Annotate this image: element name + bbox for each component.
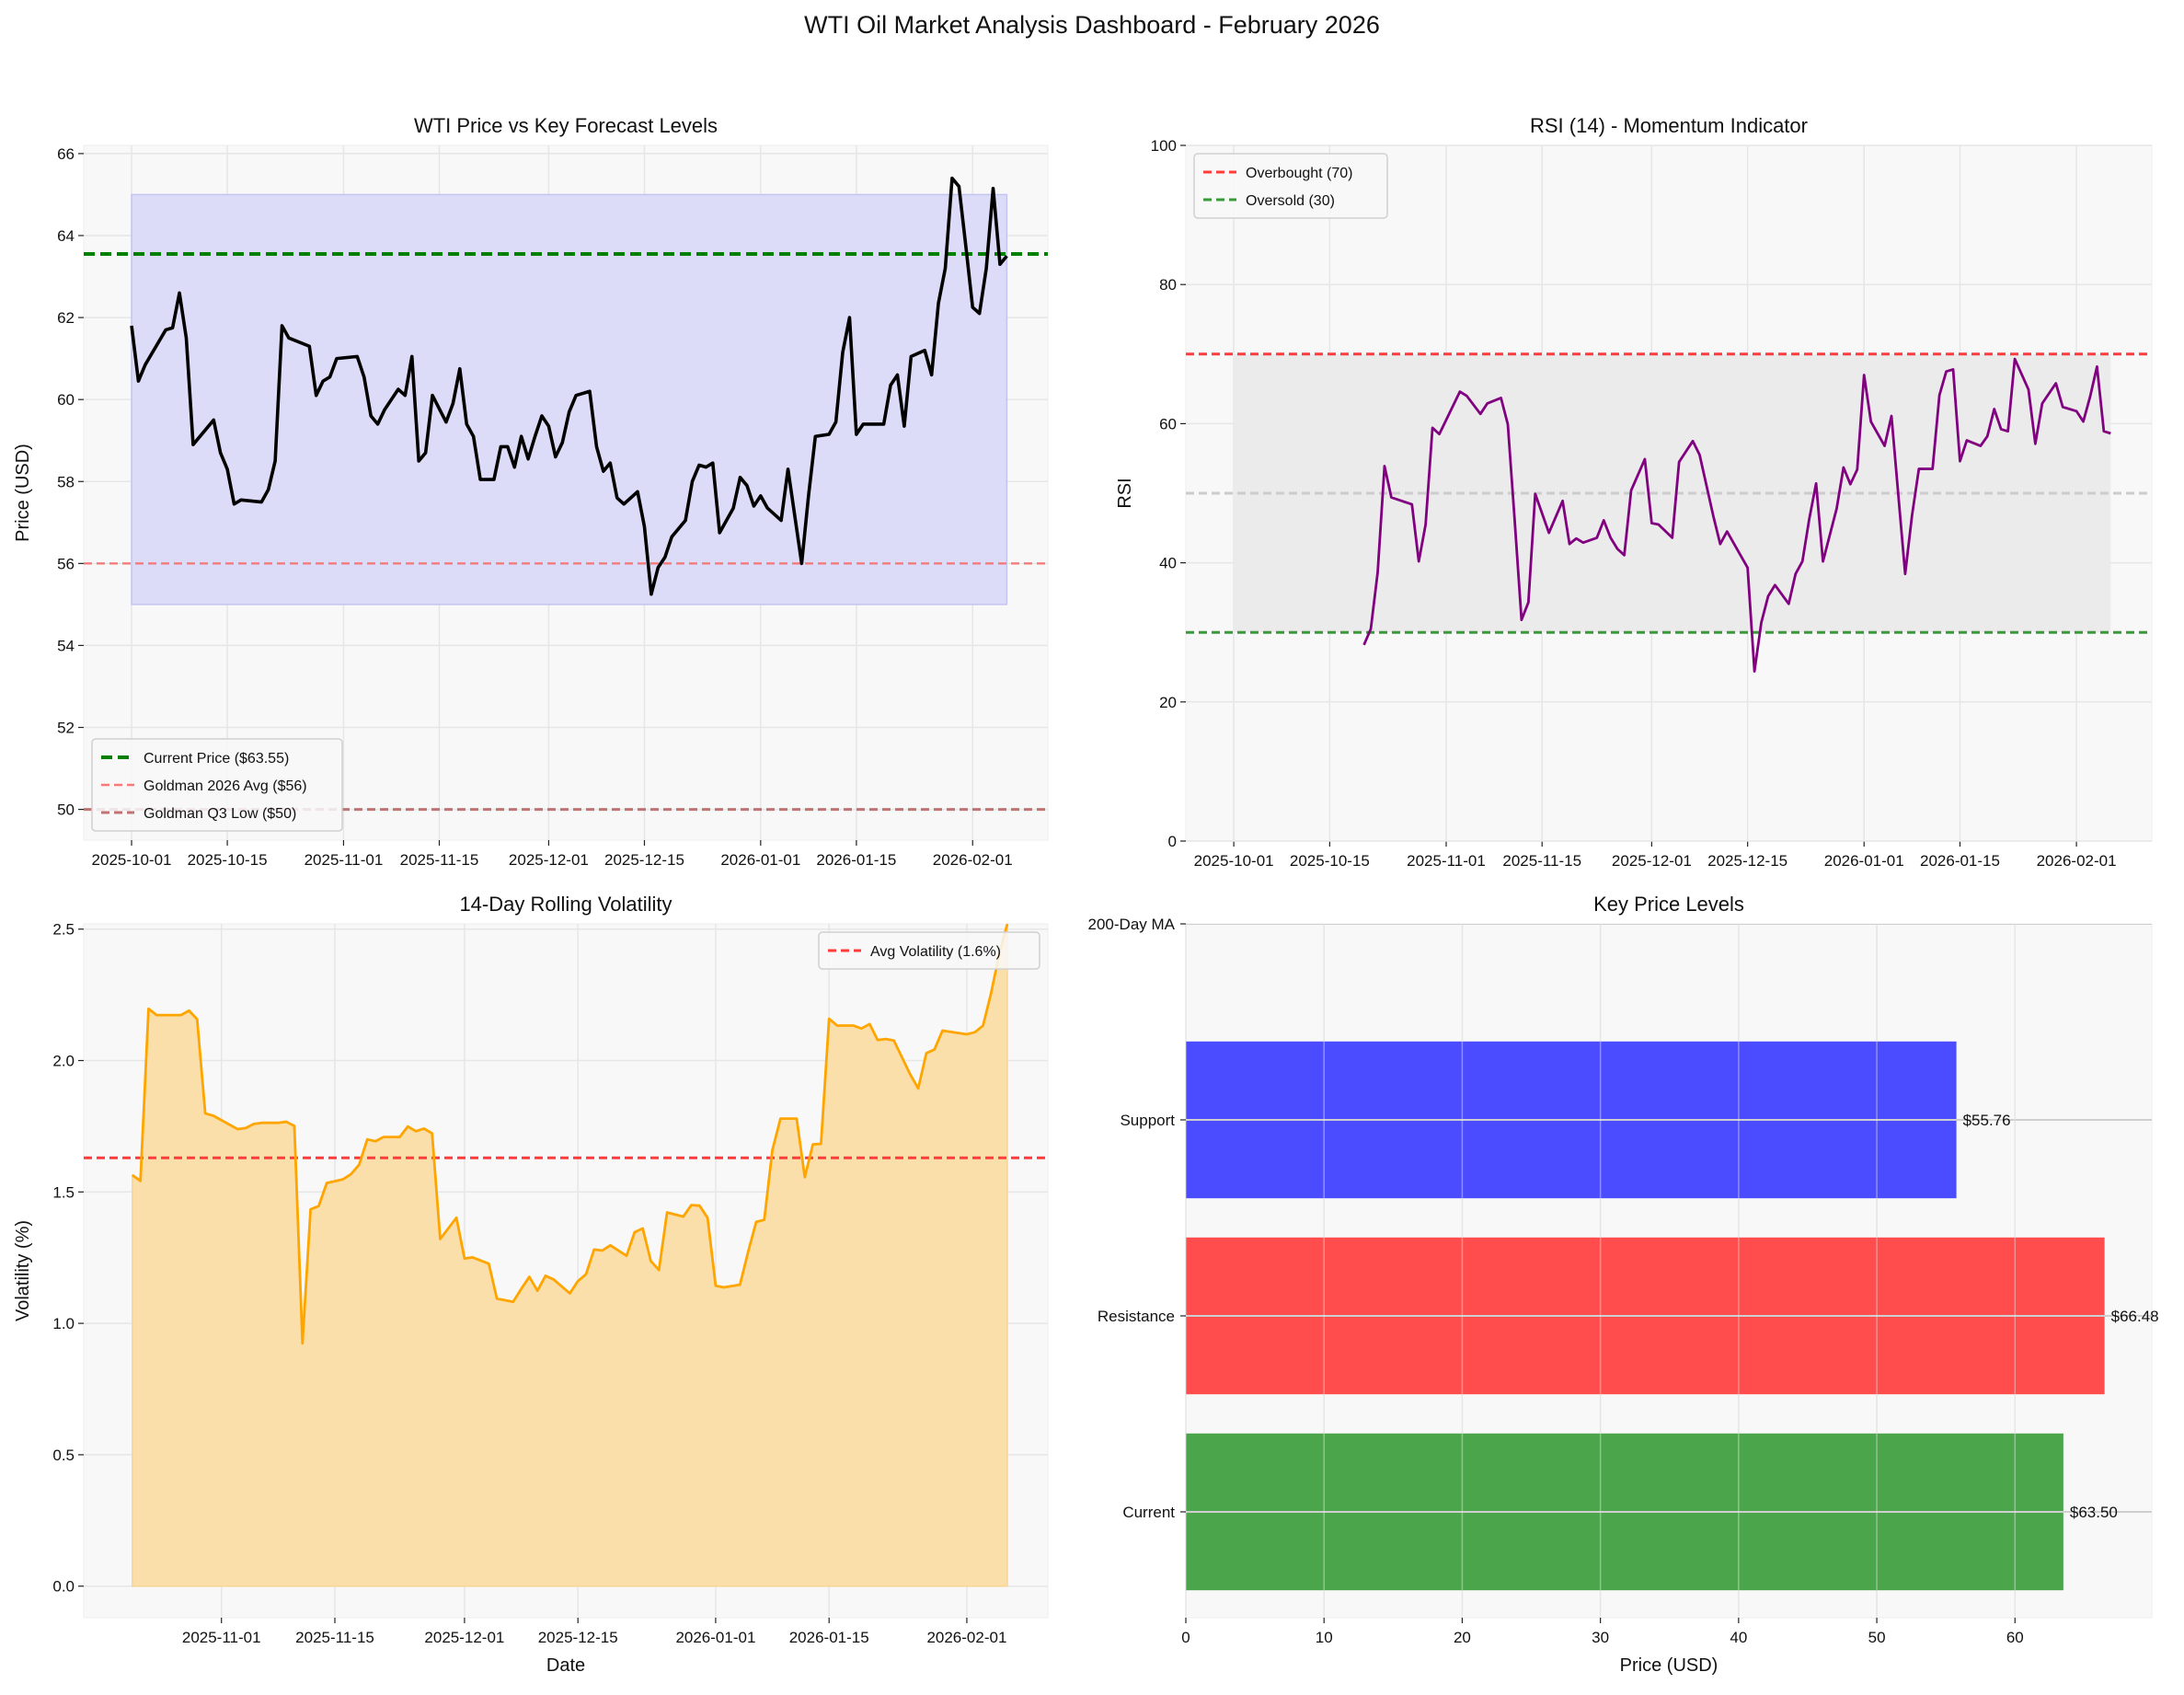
x-tick-label: 20 bbox=[1454, 1629, 1471, 1646]
legend-label: Overbought (70) bbox=[1246, 166, 1353, 181]
y-tick-label: 54 bbox=[57, 637, 75, 654]
chart-title: WTI Price vs Key Forecast Levels bbox=[414, 114, 718, 137]
x-tick-label: 2025-11-01 bbox=[1407, 852, 1486, 870]
price-chart: WTI Price vs Key Forecast Levels 2025-10-… bbox=[13, 114, 1049, 869]
y-tick-label: 0 bbox=[1168, 833, 1177, 850]
x-tick-label: 2026-01-01 bbox=[675, 1629, 755, 1646]
category-label: Support bbox=[1120, 1112, 1175, 1129]
y-tick-label: 2.5 bbox=[52, 921, 75, 939]
y-tick-label: 40 bbox=[1159, 555, 1177, 572]
legend-label: Current Price ($63.55) bbox=[144, 751, 289, 767]
volatility-chart: 14-Day Rolling Volatility 2025-11-01 2025-… bbox=[13, 893, 1049, 1676]
x-tick-label: 0 bbox=[1181, 1629, 1190, 1646]
x-tick-label: 2025-12-01 bbox=[424, 1629, 504, 1646]
legend-label: Avg Volatility (1.6%) bbox=[870, 944, 1001, 960]
legend-label: Goldman 2026 Avg ($56) bbox=[144, 778, 307, 794]
y-tick-label: 80 bbox=[1159, 276, 1177, 294]
x-tick-label: 2025-12-15 bbox=[604, 851, 684, 869]
x-tick-label: 2026-02-01 bbox=[926, 1629, 1006, 1646]
y-tick-label: 50 bbox=[57, 801, 75, 819]
y-tick-label: 20 bbox=[1159, 694, 1177, 711]
x-tick-label: 30 bbox=[1592, 1629, 1609, 1646]
y-tick-label: 1.0 bbox=[52, 1315, 75, 1332]
key-levels-chart: Key Price Levels 0 10 20 30 40 50 60 Price (USD)… bbox=[1088, 893, 2159, 1676]
y-tick-label: 60 bbox=[57, 391, 75, 409]
x-tick-label: 2026-01-15 bbox=[816, 851, 896, 869]
series-line bbox=[130, 176, 1008, 596]
series-line bbox=[132, 924, 1009, 1345]
x-tick-label: 50 bbox=[1868, 1629, 1886, 1646]
y-tick-label: 56 bbox=[57, 555, 75, 572]
x-tick-label: 2025-12-15 bbox=[1707, 852, 1787, 870]
legend-box bbox=[91, 738, 343, 832]
category-label: Current bbox=[1122, 1504, 1175, 1521]
x-tick-label: 10 bbox=[1316, 1629, 1333, 1646]
rsi-chart: RSI (14) - Momentum Indicator 2025-10-01 2… bbox=[1115, 114, 2153, 870]
legend-box bbox=[1193, 153, 1388, 219]
value-label: $55.76 bbox=[1963, 1112, 2011, 1129]
plot-area bbox=[1186, 352, 2152, 673]
y-tick-label: 0.5 bbox=[52, 1447, 75, 1464]
category-label: 200-Day MA bbox=[1088, 916, 1176, 933]
chart-title: 14-Day Rolling Volatility bbox=[459, 893, 672, 916]
category-label: Resistance bbox=[1098, 1308, 1175, 1325]
x-tick-label: 2026-01-15 bbox=[789, 1629, 869, 1646]
chart-title: Key Price Levels bbox=[1593, 893, 1744, 916]
plot-area bbox=[84, 176, 1048, 812]
y-tick-label: 66 bbox=[57, 145, 75, 163]
plot-area bbox=[1186, 924, 2152, 1618]
x-tick-label: 2026-02-01 bbox=[2037, 852, 2117, 870]
plot-area bbox=[84, 924, 1048, 1587]
x-tick-label: 2025-10-01 bbox=[92, 851, 172, 869]
legend: Avg Volatility (1.6%) bbox=[818, 931, 1040, 970]
y-tick-label: 52 bbox=[57, 720, 75, 737]
y-tick-label: 2.0 bbox=[52, 1053, 75, 1070]
x-tick-label: 2025-10-01 bbox=[1194, 852, 1274, 870]
value-label: $66.48 bbox=[2111, 1308, 2159, 1325]
y-tick-label: 62 bbox=[57, 309, 75, 327]
series-line bbox=[1362, 357, 2111, 673]
x-tick-label: 2025-11-01 bbox=[182, 1629, 261, 1646]
legend-box bbox=[818, 931, 1040, 970]
x-axis-label: Price (USD) bbox=[1620, 1655, 1718, 1676]
range-band bbox=[131, 193, 1008, 605]
y-axis-label: Volatility (%) bbox=[13, 1220, 33, 1321]
x-tick-label: 2026-01-01 bbox=[1824, 852, 1904, 870]
y-tick-label: 100 bbox=[1151, 137, 1177, 155]
legend: Overbought (70) Oversold (30) bbox=[1193, 153, 1388, 219]
x-tick-label: 2026-02-01 bbox=[933, 851, 1013, 869]
figure-title: WTI Oil Market Analysis Dashboard - Febr… bbox=[804, 11, 1380, 39]
legend: Current Price ($63.55) Goldman 2026 Avg (… bbox=[91, 738, 343, 832]
legend-label: Goldman Q3 Low ($50) bbox=[144, 806, 296, 822]
y-axis-label: RSI bbox=[1115, 478, 1135, 508]
x-tick-label: 2025-11-01 bbox=[305, 851, 384, 869]
x-tick-label: 2025-11-15 bbox=[295, 1629, 374, 1646]
y-tick-label: 58 bbox=[57, 473, 75, 490]
x-tick-label: 2026-01-01 bbox=[720, 851, 800, 869]
x-tick-label: 2025-11-15 bbox=[400, 851, 479, 869]
x-tick-label: 2026-01-15 bbox=[1920, 852, 2000, 870]
x-tick-label: 2025-12-01 bbox=[1612, 852, 1692, 870]
y-tick-label: 0.0 bbox=[52, 1578, 75, 1596]
y-tick-label: 60 bbox=[1159, 415, 1177, 432]
x-tick-label: 60 bbox=[2006, 1629, 2024, 1646]
x-tick-label: 2025-12-15 bbox=[538, 1629, 618, 1646]
y-axis-label: Price (USD) bbox=[13, 444, 33, 542]
x-tick-label: 2025-10-15 bbox=[1290, 852, 1370, 870]
x-tick-label: 2025-11-15 bbox=[1502, 852, 1581, 870]
x-tick-label: 2025-10-15 bbox=[188, 851, 268, 869]
x-axis-label: Date bbox=[546, 1655, 585, 1676]
legend-label: Oversold (30) bbox=[1246, 193, 1335, 209]
chart-title: RSI (14) - Momentum Indicator bbox=[1530, 114, 1808, 137]
value-label: $63.50 bbox=[2070, 1504, 2118, 1521]
y-tick-label: 1.5 bbox=[52, 1183, 75, 1201]
y-tick-label: 64 bbox=[57, 227, 75, 245]
x-tick-label: 2025-12-01 bbox=[509, 851, 589, 869]
x-tick-label: 40 bbox=[1730, 1629, 1747, 1646]
